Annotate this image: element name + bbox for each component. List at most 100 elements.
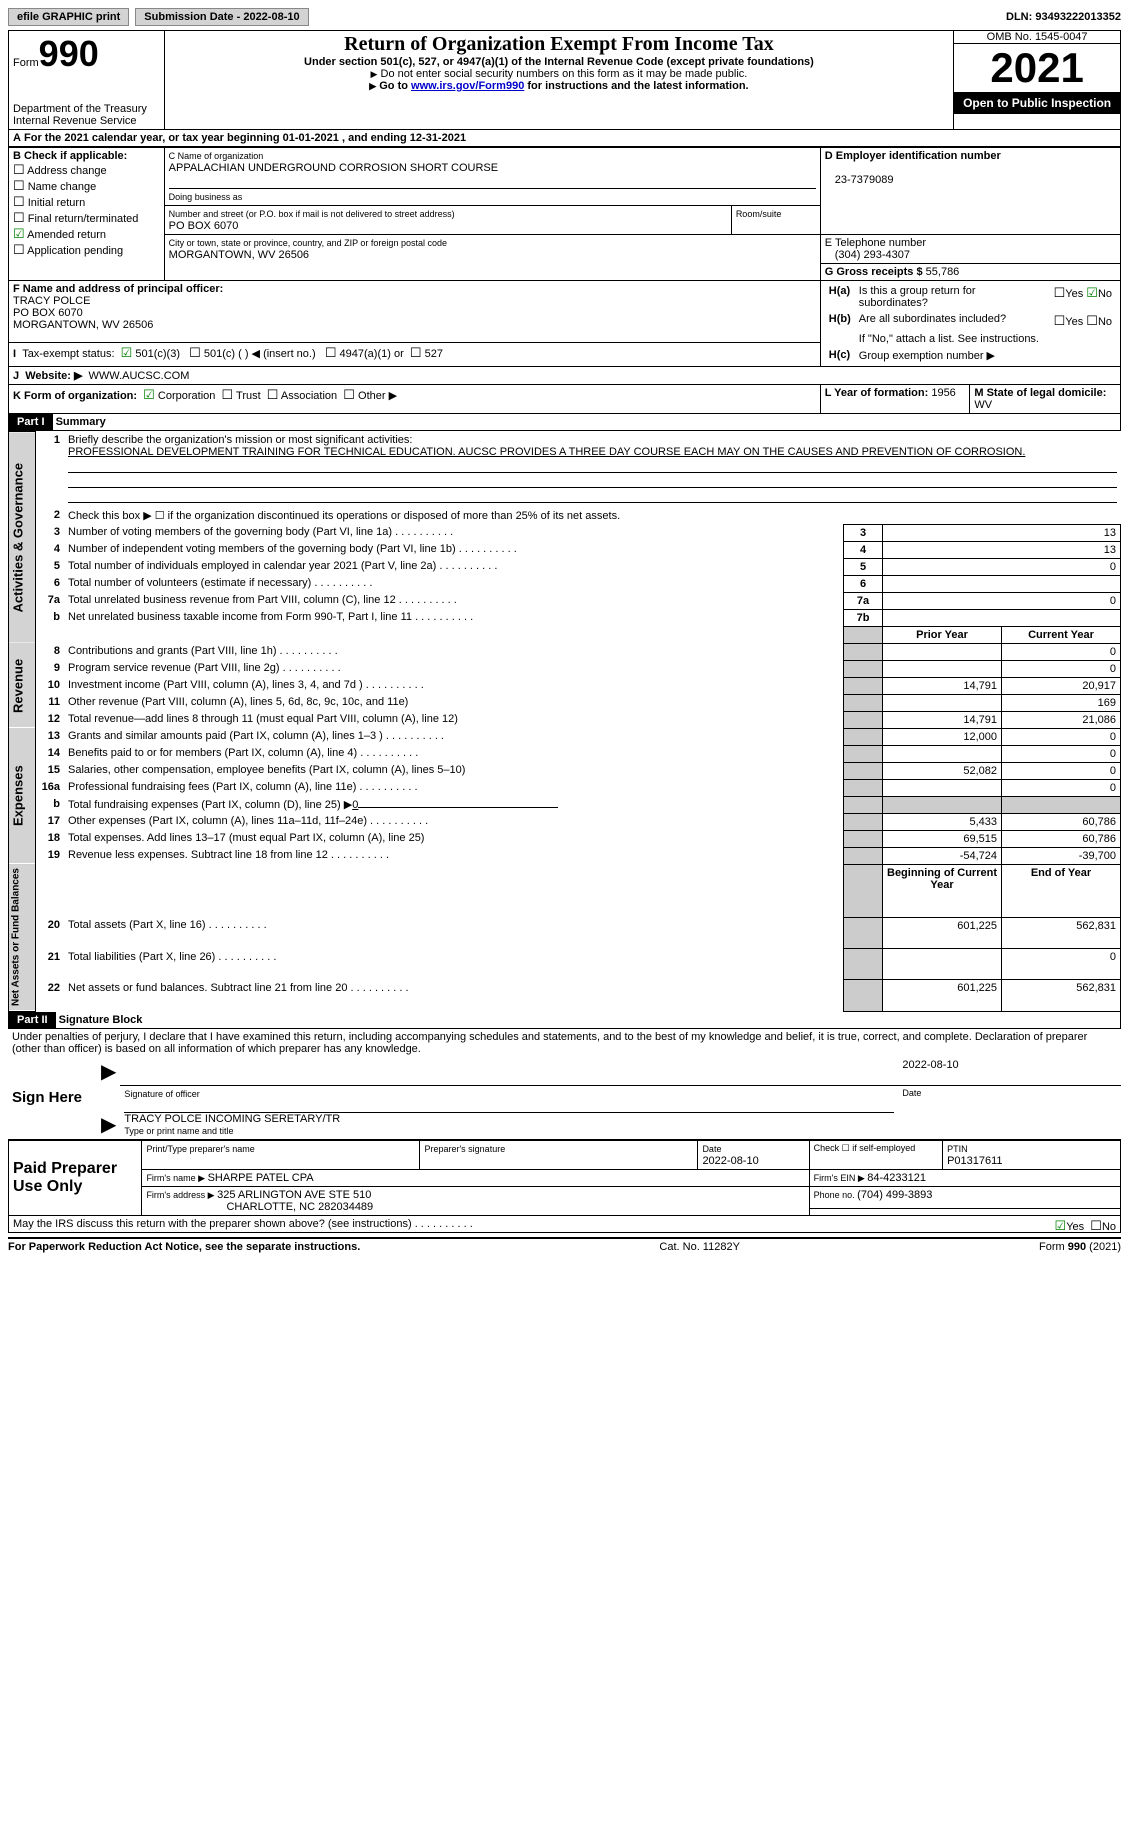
dln-value: 93493222013352	[1035, 11, 1121, 23]
q5-text: Total number of individuals employed in …	[68, 560, 436, 572]
q6-text: Total number of volunteers (estimate if …	[68, 577, 311, 589]
p8	[883, 643, 1002, 660]
irs-link[interactable]: www.irs.gov/Form990	[411, 80, 524, 92]
sign-here-label: Sign Here	[8, 1057, 97, 1140]
q8-text: Contributions and grants (Part VIII, lin…	[68, 645, 277, 657]
submission-date-button[interactable]: Submission Date - 2022-08-10	[135, 8, 308, 26]
begin-year-hdr: Beginning of Current Year	[887, 867, 997, 891]
label-527: 527	[425, 348, 443, 360]
checkbox-501c3[interactable]	[121, 348, 133, 360]
c14: 0	[1002, 745, 1121, 762]
ptin-value: P01317611	[947, 1155, 1002, 1167]
p16b	[883, 796, 1002, 813]
officer-signature-line[interactable]	[120, 1057, 898, 1086]
p11	[883, 694, 1002, 711]
officer-title-label: Type or print name and title	[124, 1126, 233, 1136]
firm-phone-label: Phone no.	[814, 1190, 858, 1200]
checkbox-discuss-no[interactable]	[1090, 1221, 1102, 1233]
form-header: Form990 Department of the Treasury Inter…	[8, 30, 1121, 130]
c21: 0	[1002, 949, 1121, 980]
checkbox-address-change[interactable]	[13, 165, 25, 177]
c16b	[1002, 796, 1121, 813]
line-1: Briefly describe the organization's miss…	[64, 432, 1121, 507]
hb-yes: Yes	[1065, 316, 1083, 328]
dln: DLN: 93493222013352	[1006, 11, 1121, 23]
vlabel-netassets: Net Assets or Fund Balances	[9, 864, 36, 1011]
q16b-text: Total fundraising expenses (Part IX, col…	[64, 796, 844, 813]
ha-yes: Yes	[1065, 288, 1083, 300]
preparer-date-cell: Date2022-08-10	[698, 1140, 809, 1170]
street-value: PO BOX 6070	[169, 220, 239, 232]
subtitle-1: Under section 501(c), 527, or 4947(a)(1)…	[169, 56, 950, 68]
p20: 601,225	[883, 917, 1002, 948]
p13: 12,000	[883, 728, 1002, 745]
checkbox-ha-no[interactable]	[1086, 288, 1098, 300]
block-e: E Telephone number (304) 293-4307	[820, 235, 1120, 264]
efile-print-button[interactable]: efile GRAPHIC print	[8, 8, 129, 26]
vlabel-expenses: Expenses	[9, 728, 36, 864]
label-501c3: 501(c)(3)	[135, 348, 180, 360]
firm-ein-cell: Firm's EIN ▶ 84-4233121	[809, 1170, 1120, 1187]
form-number: 990	[39, 33, 99, 74]
checkbox-final-return[interactable]	[13, 213, 25, 225]
block-f: F Name and address of principal officer:…	[9, 281, 821, 343]
checkbox-hb-yes[interactable]	[1054, 316, 1066, 328]
q7a-text: Total unrelated business revenue from Pa…	[68, 594, 396, 606]
discuss-yes: Yes	[1066, 1221, 1084, 1233]
checkbox-ha-yes[interactable]	[1054, 288, 1066, 300]
part-1-title: Summary	[56, 416, 106, 428]
bracket-icon: ▶	[97, 1086, 120, 1140]
submission-date-label: Submission Date -	[144, 11, 243, 23]
period-row: A For the 2021 calendar year, or tax yea…	[8, 130, 1121, 147]
c12: 21,086	[1002, 711, 1121, 728]
checkbox-application-pending[interactable]	[13, 245, 25, 257]
checkbox-501c[interactable]	[189, 348, 201, 360]
officer-addr: PO BOX 6070	[13, 307, 83, 319]
v5: 0	[883, 558, 1121, 575]
label-501c: 501(c) ( ) ◀ (insert no.)	[204, 348, 316, 360]
checkbox-name-change[interactable]	[13, 181, 25, 193]
block-i: I Tax-exempt status: 501(c)(3) 501(c) ( …	[9, 342, 821, 366]
preparer-sig-cell[interactable]: Preparer's signature	[420, 1140, 698, 1170]
prep-name-label: Print/Type preparer's name	[146, 1144, 254, 1154]
q14-text: Benefits paid to or for members (Part IX…	[68, 747, 357, 759]
p14	[883, 745, 1002, 762]
checkbox-4947[interactable]	[325, 348, 337, 360]
checkbox-hb-no[interactable]	[1086, 316, 1098, 328]
block-c-street: Number and street (or P.O. box if mail i…	[164, 206, 731, 235]
tax-status-label: Tax-exempt status:	[22, 348, 114, 360]
officer-label: F Name and address of principal officer:	[13, 283, 223, 295]
checkbox-discuss-yes[interactable]	[1055, 1221, 1067, 1233]
top-bar: efile GRAPHIC print Submission Date - 20…	[8, 8, 1121, 26]
checkbox-association[interactable]	[267, 390, 279, 402]
c22: 562,831	[1002, 980, 1121, 1011]
q17-text: Other expenses (Part IX, column (A), lin…	[68, 815, 367, 827]
dba-label: Doing business as	[169, 192, 243, 202]
block-b-label: B Check if applicable:	[13, 150, 127, 162]
label-initial-return: Initial return	[28, 197, 85, 209]
checkbox-initial-return[interactable]	[13, 197, 25, 209]
q16b-val: 0	[352, 799, 358, 811]
firm-ein-label: Firm's EIN ▶	[814, 1173, 868, 1183]
firm-addr-label: Firm's address ▶	[146, 1190, 217, 1200]
c13: 0	[1002, 728, 1121, 745]
checkbox-other[interactable]	[343, 390, 355, 402]
firm-city: CHARLOTTE, NC 282034489	[146, 1201, 373, 1213]
label-final-return: Final return/terminated	[28, 213, 139, 225]
discuss-row: May the IRS discuss this return with the…	[8, 1216, 1121, 1233]
checkbox-corporation[interactable]	[143, 390, 155, 402]
form-prefix: Form	[13, 57, 39, 69]
website-label: Website: ▶	[25, 370, 82, 382]
checkbox-527[interactable]	[410, 348, 422, 360]
prep-date-label: Date	[702, 1144, 721, 1154]
officer-name-cell: Signature of officer TRACY POLCE INCOMIN…	[120, 1086, 898, 1140]
checkbox-amended-return[interactable]	[13, 229, 25, 241]
v6	[883, 575, 1121, 592]
c9: 0	[1002, 660, 1121, 677]
city-value: MORGANTOWN, WV 26506	[169, 249, 309, 261]
mission-text: PROFESSIONAL DEVELOPMENT TRAINING FOR TE…	[68, 446, 1025, 458]
officer-city: MORGANTOWN, WV 26506	[13, 319, 153, 331]
self-employed-check[interactable]: Check ☐ if self-employed	[809, 1140, 942, 1170]
ptin-label: PTIN	[947, 1144, 968, 1154]
checkbox-trust[interactable]	[222, 390, 234, 402]
